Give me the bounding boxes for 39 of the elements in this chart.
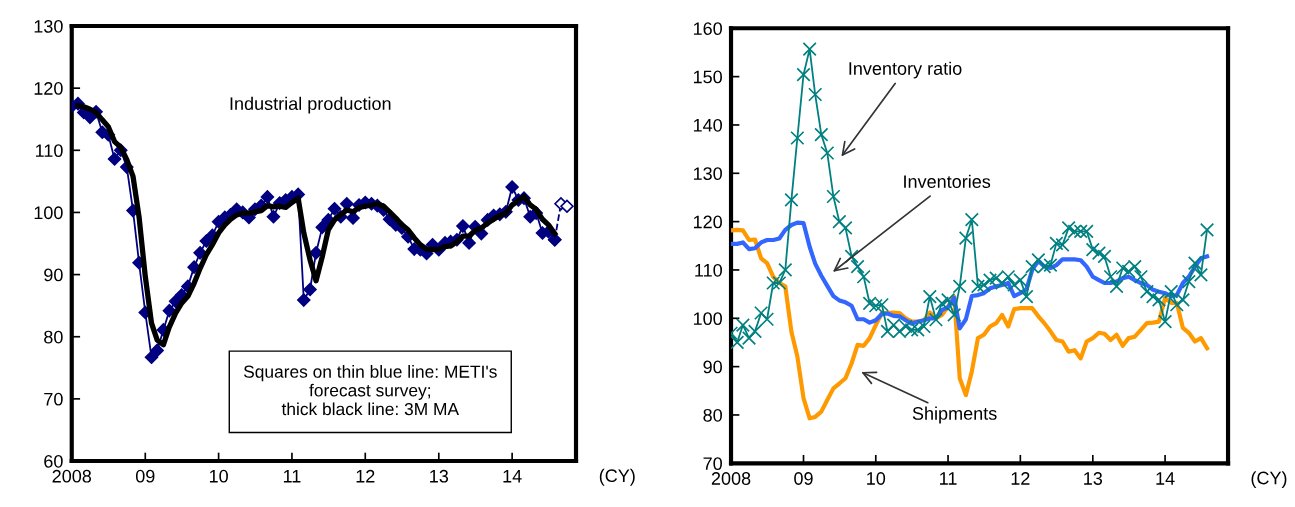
- y-tick-label: 150: [693, 70, 722, 84]
- x-tick-label: 10: [209, 469, 228, 483]
- x-tick-label: 09: [135, 469, 155, 483]
- series-label: Shipments: [912, 406, 997, 424]
- y-tick-label: 160: [693, 22, 722, 36]
- y-tick-label: 70: [44, 392, 63, 406]
- x-axis-title: (CY): [599, 468, 635, 486]
- x-tick-label: 14: [503, 470, 522, 483]
- y-tick-label: 110: [36, 144, 63, 158]
- x-tick-label: 09: [794, 472, 813, 485]
- y-tick-label: 100: [693, 312, 722, 326]
- y-tick-label: 120: [693, 215, 722, 229]
- series-label: Inventory ratio: [849, 61, 962, 79]
- x-tick-label: 2008: [711, 472, 751, 485]
- y-tick-label: 90: [703, 360, 722, 374]
- x-tick-label: 13: [1084, 472, 1103, 485]
- x-tick-label: 13: [430, 469, 449, 483]
- x-tick-label: 2008: [52, 469, 92, 483]
- y-tick-label: 130: [693, 167, 722, 181]
- y-tick-label: 100: [34, 206, 63, 220]
- y-tick-label: 80: [44, 330, 63, 344]
- x-tick-label: 10: [867, 472, 886, 485]
- x-tick-label: 12: [356, 469, 375, 483]
- y-tick-label: 70: [703, 457, 722, 471]
- y-tick-label: 140: [693, 118, 722, 132]
- y-tick-label: 60: [44, 454, 63, 468]
- x-axis-title: (CY): [1251, 471, 1287, 488]
- y-tick-label: 80: [703, 408, 722, 422]
- text: Inventories: [904, 174, 991, 188]
- text: Industrial production: [230, 96, 391, 114]
- y-tick-label: 120: [34, 82, 63, 95]
- y-tick-label: 110: [695, 263, 722, 277]
- y-tick-label: 90: [44, 268, 63, 282]
- x-tick-label: 11: [940, 472, 957, 485]
- annotation: Squares on thin blue line: METI's forecast survey; thick black line: 3M MA: [243, 365, 497, 416]
- y-tick-label: 130: [34, 19, 63, 33]
- x-tick-label: 14: [1156, 472, 1175, 485]
- x-tick-label: 12: [1011, 472, 1030, 485]
- x-tick-label: 11: [283, 470, 301, 483]
